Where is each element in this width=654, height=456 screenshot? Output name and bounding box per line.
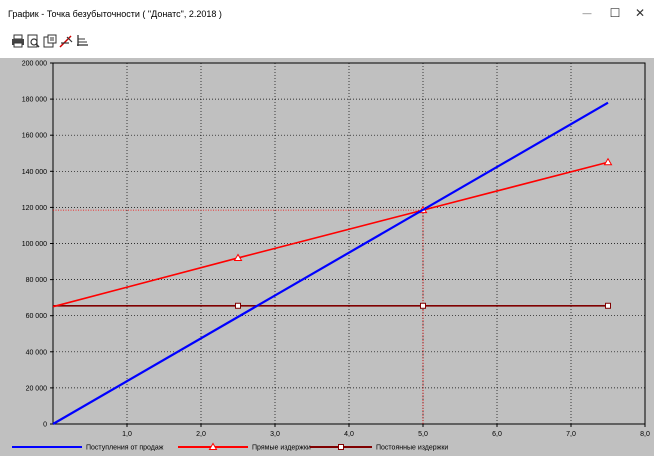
series-point-square — [605, 302, 611, 309]
x-tick-label: 8,0 — [640, 431, 650, 438]
maximize-icon: ☐ — [609, 6, 621, 20]
series-point-triangle — [603, 157, 613, 166]
x-tick-label: 4,0 — [344, 431, 354, 438]
x-tick-label: 6,0 — [492, 431, 502, 438]
x-axis-ticks: 1,0 2,0 3,0 4,0 5,0 6,0 7,0 8,0 — [122, 424, 650, 438]
y-axis-ticks: 0 20 000 40 000 60 000 80 000 100 000 120 000 1… — [22, 61, 53, 429]
series-point-square — [420, 302, 426, 309]
x-tick-label: 3,0 — [270, 431, 280, 438]
properties-icon — [43, 34, 57, 48]
print-icon — [12, 34, 24, 48]
y-tick-label: 40 000 — [26, 349, 48, 356]
preview-icon — [27, 34, 40, 48]
toolbar — [0, 28, 654, 54]
y-tick-label: 100 000 — [22, 241, 47, 248]
legend: Поступления от продаж Прямые издержки Пост… — [12, 442, 448, 452]
series-line-1 — [52, 161, 609, 308]
legend-label-0: Поступления от продаж — [86, 445, 164, 452]
close-button[interactable]: ✕ — [626, 4, 654, 22]
series-line-0 — [52, 101, 609, 425]
close-icon: ✕ — [634, 6, 646, 20]
title-bar: График - Точка безубыточности ( "Донатс"… — [0, 0, 654, 28]
axes-button[interactable] — [73, 32, 91, 50]
y-tick-label: 0 — [43, 422, 47, 429]
y-tick-label: 180 000 — [22, 97, 47, 104]
x-tick-label: 1,0 — [122, 431, 132, 438]
breakeven-chart: 0 20 000 40 000 60 000 80 000 100 000 120 000 1… — [12, 61, 650, 452]
legend-marker-triangle — [208, 442, 218, 450]
x-tick-label: 2,0 — [196, 431, 206, 438]
legend-label-1: Прямые издержки — [252, 445, 311, 452]
minimize-button[interactable]: — — [573, 4, 601, 22]
chart-style-button[interactable] — [57, 32, 75, 50]
y-tick-label: 20 000 — [26, 385, 48, 392]
y-tick-label: 120 000 — [22, 205, 47, 212]
legend-label-2: Постоянные издержки — [376, 445, 448, 452]
chart-style-icon — [59, 35, 73, 48]
print-button[interactable] — [9, 32, 27, 50]
x-tick-label: 5,0 — [418, 431, 428, 438]
properties-button[interactable] — [41, 32, 59, 50]
breakeven-reference-lines — [53, 209, 424, 424]
maximize-button[interactable]: ☐ — [601, 4, 629, 22]
series-point-triangle — [233, 253, 243, 261]
y-tick-label: 140 000 — [22, 169, 47, 176]
window-title: График - Точка безубыточности ( "Донатс"… — [8, 9, 222, 19]
minimize-icon: — — [582, 8, 592, 18]
axes-icon — [77, 35, 88, 46]
series-layer — [52, 101, 613, 425]
legend-marker-square — [338, 444, 344, 450]
x-tick-label: 7,0 — [566, 431, 576, 438]
y-tick-label: 60 000 — [26, 313, 48, 320]
y-tick-label: 200 000 — [22, 61, 47, 68]
chart-area: 0 20 000 40 000 60 000 80 000 100 000 120 000 1… — [0, 58, 654, 456]
y-tick-label: 160 000 — [22, 133, 47, 140]
series-point-square — [235, 302, 241, 309]
y-tick-label: 80 000 — [26, 277, 48, 284]
preview-button[interactable] — [24, 32, 42, 50]
